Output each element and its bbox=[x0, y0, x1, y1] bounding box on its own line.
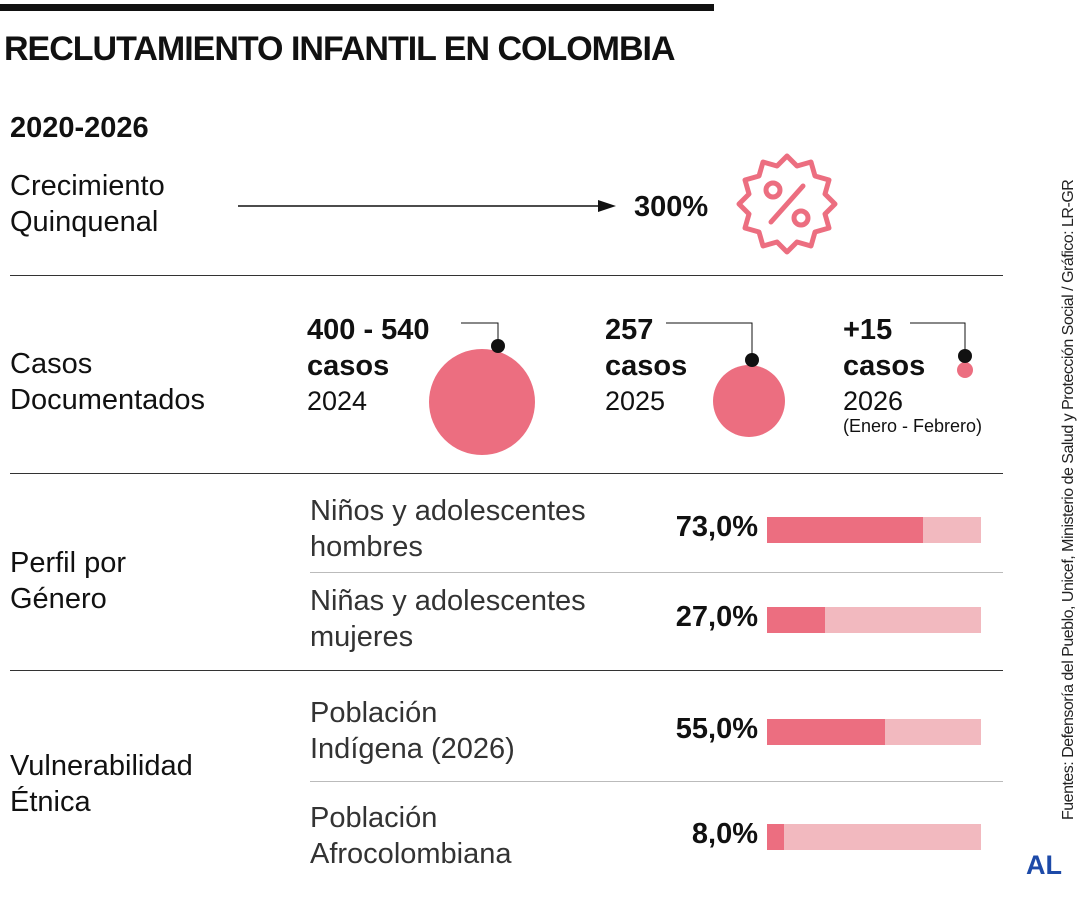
period-label: 2020-2026 bbox=[10, 112, 149, 144]
bar-category: Población Indígena (2026) bbox=[310, 695, 515, 767]
bubble-2026 bbox=[957, 362, 973, 378]
bar-category-line: Niños y adolescentes bbox=[310, 495, 586, 527]
bar-track bbox=[767, 607, 981, 633]
bar-value-label: 73,0% bbox=[675, 511, 758, 543]
divider bbox=[10, 473, 1003, 474]
divider bbox=[10, 670, 1003, 671]
cases-label-2: Documentados bbox=[10, 384, 206, 416]
bar-fill bbox=[767, 719, 885, 745]
bar-value-label: 27,0% bbox=[675, 601, 758, 633]
leader-2026 bbox=[910, 322, 966, 356]
ethnic-label-2: Étnica bbox=[10, 786, 91, 818]
marker-dot bbox=[491, 339, 505, 353]
bar-category-line: Indígena (2026) bbox=[310, 733, 515, 765]
cases-value: +15 bbox=[843, 314, 893, 346]
marker-dot bbox=[745, 353, 759, 367]
gender-label-2: Género bbox=[10, 583, 107, 615]
growth-label-2: Quinquenal bbox=[10, 206, 159, 238]
cases-year: 2026 bbox=[843, 386, 904, 416]
leader-2025 bbox=[666, 322, 753, 360]
bar-track bbox=[767, 719, 981, 745]
bar-category-line: hombres bbox=[310, 531, 423, 563]
bubble-chart bbox=[429, 322, 973, 455]
bar-fill bbox=[767, 517, 924, 543]
growth-value: 300% bbox=[634, 191, 709, 223]
bar-value-label: 8,0% bbox=[691, 818, 758, 850]
divider bbox=[10, 275, 1003, 276]
bar-fill bbox=[767, 824, 785, 850]
bar-value-label: 55,0% bbox=[675, 713, 758, 745]
bar-category-line: Niñas y adolescentes bbox=[310, 585, 586, 617]
cases-note: (Enero - Febrero) bbox=[843, 416, 983, 436]
growth-label: Crecimiento Quinquenal bbox=[10, 168, 165, 240]
logo: AL bbox=[1026, 850, 1062, 880]
page-title: RECLUTAMIENTO INFANTIL EN COLOMBIA bbox=[4, 30, 676, 68]
cases-2025: 257 casos 2025 bbox=[605, 310, 687, 416]
bar-category-line: Afrocolombiana bbox=[310, 838, 512, 870]
arrow-icon bbox=[238, 200, 616, 212]
cases-unit: casos bbox=[307, 350, 390, 382]
cases-2024: 400 - 540 casos 2024 bbox=[307, 310, 430, 416]
bar-category-line: Población bbox=[310, 697, 438, 729]
bar-category: Niñas y adolescentes mujeres bbox=[310, 583, 586, 655]
row-divider bbox=[310, 572, 1003, 573]
percent-badge-icon bbox=[736, 153, 838, 255]
gender-label-1: Perfil por bbox=[10, 547, 127, 579]
cases-year: 2025 bbox=[605, 386, 666, 416]
cases-label: Casos Documentados bbox=[10, 346, 205, 418]
bar-category: Población Afrocolombiana bbox=[310, 800, 512, 872]
gender-label: Perfil por Género bbox=[10, 545, 126, 617]
bar-category: Niños y adolescentes hombres bbox=[310, 493, 586, 565]
bar-track bbox=[767, 517, 981, 543]
leader-2024 bbox=[461, 322, 499, 346]
ethnic-label: Vulnerabilidad Étnica bbox=[10, 748, 193, 820]
cases-unit: casos bbox=[605, 350, 688, 382]
row-divider bbox=[310, 781, 1003, 782]
ethnic-label-1: Vulnerabilidad bbox=[10, 750, 193, 782]
bar-category-line: Población bbox=[310, 802, 438, 834]
bar-fill bbox=[767, 607, 825, 633]
cases-2026: +15 casos 2026 (Enero - Febrero) bbox=[843, 310, 982, 437]
bar-category-line: mujeres bbox=[310, 621, 414, 653]
cases-value: 257 bbox=[605, 314, 654, 346]
cases-value: 400 - 540 bbox=[307, 314, 430, 346]
bubble-2024 bbox=[429, 349, 535, 455]
source-note: Fuentes: Defensoría del Pueblo, Unicef, … bbox=[1060, 179, 1077, 820]
bar-track bbox=[767, 824, 981, 850]
cases-unit: casos bbox=[843, 350, 926, 382]
bubble-2025 bbox=[713, 365, 785, 437]
top-rule bbox=[0, 4, 714, 11]
cases-label-1: Casos bbox=[10, 348, 93, 380]
marker-dot bbox=[958, 349, 972, 363]
growth-label-1: Crecimiento bbox=[10, 170, 165, 202]
cases-year: 2024 bbox=[307, 386, 368, 416]
